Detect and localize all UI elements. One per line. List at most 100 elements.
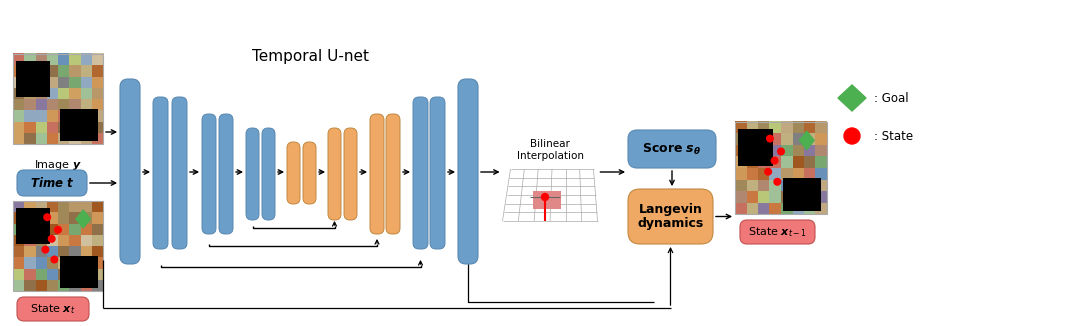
Bar bbox=[47, 245, 59, 257]
Bar bbox=[92, 132, 103, 144]
Bar bbox=[69, 76, 81, 88]
Text: : State: : State bbox=[874, 129, 914, 142]
Bar bbox=[92, 76, 103, 88]
Bar bbox=[25, 212, 36, 224]
Bar bbox=[770, 202, 781, 214]
Bar bbox=[781, 168, 793, 180]
Bar bbox=[804, 144, 815, 156]
Bar bbox=[92, 223, 103, 235]
Bar bbox=[58, 268, 69, 280]
Bar bbox=[25, 223, 36, 235]
Bar bbox=[770, 133, 781, 145]
Bar bbox=[58, 257, 69, 269]
Bar bbox=[533, 191, 561, 209]
Bar bbox=[58, 212, 69, 224]
Bar bbox=[81, 279, 93, 291]
Bar bbox=[16, 208, 50, 244]
Bar bbox=[25, 200, 36, 212]
Bar bbox=[758, 202, 770, 214]
Bar bbox=[13, 234, 25, 246]
Bar bbox=[770, 156, 781, 168]
Bar bbox=[25, 257, 36, 269]
Bar bbox=[781, 156, 793, 168]
Bar bbox=[35, 223, 47, 235]
Bar bbox=[13, 54, 103, 144]
Bar bbox=[81, 87, 93, 99]
Bar bbox=[804, 168, 815, 180]
Bar bbox=[25, 76, 36, 88]
Bar bbox=[25, 110, 36, 122]
FancyBboxPatch shape bbox=[370, 114, 384, 234]
Bar bbox=[758, 144, 770, 156]
Bar bbox=[758, 179, 770, 191]
Bar bbox=[69, 98, 81, 110]
Bar bbox=[746, 179, 759, 191]
Bar bbox=[25, 245, 36, 257]
Bar bbox=[58, 65, 69, 77]
Bar bbox=[81, 257, 93, 269]
FancyBboxPatch shape bbox=[430, 97, 445, 249]
Bar bbox=[81, 212, 93, 224]
Bar bbox=[58, 98, 69, 110]
Bar bbox=[69, 87, 81, 99]
Bar bbox=[92, 65, 103, 77]
FancyBboxPatch shape bbox=[172, 97, 187, 249]
FancyBboxPatch shape bbox=[413, 97, 429, 249]
Bar bbox=[35, 132, 47, 144]
Bar bbox=[734, 168, 747, 180]
Text: State $\boldsymbol{x}_t$: State $\boldsymbol{x}_t$ bbox=[30, 302, 76, 316]
Bar bbox=[35, 98, 47, 110]
Bar bbox=[47, 110, 59, 122]
Text: Temporal U-net: Temporal U-net bbox=[252, 49, 369, 64]
Bar bbox=[81, 121, 93, 133]
Text: : Goal: : Goal bbox=[874, 92, 908, 105]
Bar bbox=[758, 168, 770, 180]
Bar bbox=[69, 212, 81, 224]
Bar bbox=[58, 245, 69, 257]
Bar bbox=[69, 257, 81, 269]
Bar bbox=[58, 87, 69, 99]
FancyBboxPatch shape bbox=[303, 142, 316, 204]
Text: State $\boldsymbol{x}_{t-1}$: State $\boldsymbol{x}_{t-1}$ bbox=[748, 225, 807, 239]
Bar bbox=[770, 179, 781, 191]
Bar bbox=[758, 156, 770, 168]
Bar bbox=[13, 279, 25, 291]
Bar bbox=[734, 190, 747, 202]
Bar bbox=[746, 122, 759, 134]
Bar bbox=[25, 132, 36, 144]
FancyBboxPatch shape bbox=[17, 170, 87, 196]
Bar bbox=[47, 132, 59, 144]
Bar bbox=[69, 65, 81, 77]
Bar bbox=[804, 179, 815, 191]
Bar bbox=[35, 268, 47, 280]
Bar bbox=[770, 144, 781, 156]
Bar bbox=[746, 190, 759, 202]
Bar bbox=[746, 202, 759, 214]
Bar bbox=[92, 212, 103, 224]
FancyBboxPatch shape bbox=[201, 114, 216, 234]
Bar bbox=[35, 110, 47, 122]
Bar bbox=[81, 132, 93, 144]
Bar bbox=[792, 156, 805, 168]
Bar bbox=[13, 76, 25, 88]
FancyBboxPatch shape bbox=[219, 114, 233, 234]
Circle shape bbox=[774, 179, 780, 185]
Bar bbox=[781, 190, 793, 202]
Bar bbox=[92, 87, 103, 99]
FancyBboxPatch shape bbox=[246, 128, 259, 220]
Circle shape bbox=[844, 128, 860, 144]
Bar bbox=[781, 144, 793, 156]
Bar bbox=[13, 132, 25, 144]
Bar bbox=[792, 168, 805, 180]
Circle shape bbox=[48, 235, 55, 242]
FancyBboxPatch shape bbox=[262, 128, 275, 220]
Bar bbox=[738, 129, 773, 166]
Circle shape bbox=[44, 214, 50, 220]
Bar bbox=[804, 156, 815, 168]
Bar bbox=[58, 132, 69, 144]
Bar bbox=[81, 268, 93, 280]
Bar bbox=[47, 98, 59, 110]
Bar bbox=[734, 122, 827, 214]
Bar bbox=[734, 179, 747, 191]
Bar bbox=[92, 245, 103, 257]
